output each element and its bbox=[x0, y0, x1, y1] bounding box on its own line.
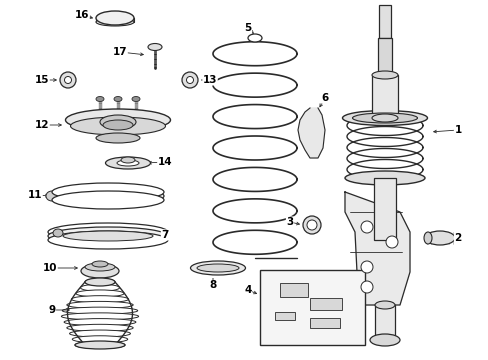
Ellipse shape bbox=[52, 191, 163, 209]
Polygon shape bbox=[90, 120, 146, 138]
Bar bbox=[378, 5, 390, 38]
Ellipse shape bbox=[103, 120, 133, 130]
Ellipse shape bbox=[342, 111, 427, 126]
Ellipse shape bbox=[61, 313, 139, 320]
Text: 4: 4 bbox=[244, 285, 251, 295]
Ellipse shape bbox=[60, 72, 76, 88]
Ellipse shape bbox=[67, 301, 133, 309]
Ellipse shape bbox=[71, 296, 128, 303]
Ellipse shape bbox=[197, 264, 239, 272]
Text: 16: 16 bbox=[75, 10, 89, 20]
Text: 6: 6 bbox=[321, 93, 328, 103]
Text: 7: 7 bbox=[161, 230, 168, 240]
Ellipse shape bbox=[96, 133, 140, 143]
Text: 1: 1 bbox=[453, 125, 461, 135]
Ellipse shape bbox=[64, 319, 136, 325]
Ellipse shape bbox=[46, 191, 58, 201]
Ellipse shape bbox=[72, 336, 127, 343]
Ellipse shape bbox=[48, 231, 168, 249]
Ellipse shape bbox=[52, 183, 163, 201]
Ellipse shape bbox=[374, 301, 394, 309]
Bar bbox=[371, 75, 397, 118]
Ellipse shape bbox=[190, 261, 245, 275]
Ellipse shape bbox=[62, 307, 138, 314]
Bar bbox=[373, 178, 395, 240]
Text: 2: 2 bbox=[453, 233, 461, 243]
Ellipse shape bbox=[369, 334, 399, 346]
Ellipse shape bbox=[64, 77, 71, 84]
Ellipse shape bbox=[53, 229, 63, 237]
Ellipse shape bbox=[85, 279, 115, 285]
Ellipse shape bbox=[48, 227, 168, 245]
Ellipse shape bbox=[303, 216, 320, 234]
Polygon shape bbox=[345, 192, 409, 305]
Ellipse shape bbox=[65, 109, 170, 131]
Ellipse shape bbox=[247, 34, 262, 42]
Ellipse shape bbox=[69, 330, 130, 337]
Text: 5: 5 bbox=[244, 23, 251, 33]
Text: 14: 14 bbox=[157, 157, 172, 167]
Ellipse shape bbox=[117, 160, 139, 166]
Ellipse shape bbox=[81, 264, 119, 278]
Ellipse shape bbox=[360, 221, 372, 233]
Ellipse shape bbox=[186, 77, 193, 84]
Ellipse shape bbox=[371, 71, 397, 79]
Ellipse shape bbox=[352, 113, 417, 123]
Ellipse shape bbox=[75, 342, 125, 348]
Ellipse shape bbox=[345, 171, 424, 185]
Ellipse shape bbox=[423, 232, 431, 244]
Bar bbox=[260, 270, 364, 345]
Ellipse shape bbox=[121, 157, 135, 163]
Text: 10: 10 bbox=[42, 263, 57, 273]
Ellipse shape bbox=[371, 114, 397, 122]
Ellipse shape bbox=[182, 72, 198, 88]
Ellipse shape bbox=[385, 236, 397, 248]
Ellipse shape bbox=[52, 187, 163, 205]
Ellipse shape bbox=[85, 263, 115, 271]
Ellipse shape bbox=[424, 231, 454, 245]
Ellipse shape bbox=[105, 157, 150, 169]
Bar bbox=[309, 298, 341, 310]
Ellipse shape bbox=[68, 190, 148, 202]
Text: 8: 8 bbox=[209, 280, 216, 290]
Ellipse shape bbox=[81, 284, 119, 291]
Ellipse shape bbox=[92, 261, 108, 267]
Ellipse shape bbox=[76, 290, 124, 297]
Ellipse shape bbox=[67, 324, 133, 331]
Text: 13: 13 bbox=[203, 75, 217, 85]
Ellipse shape bbox=[96, 11, 134, 25]
Ellipse shape bbox=[132, 96, 140, 102]
Text: 15: 15 bbox=[35, 75, 49, 85]
Bar bbox=[377, 38, 391, 75]
Ellipse shape bbox=[70, 117, 165, 135]
Ellipse shape bbox=[360, 281, 372, 293]
Bar bbox=[374, 305, 394, 340]
Ellipse shape bbox=[360, 261, 372, 273]
Ellipse shape bbox=[96, 18, 134, 26]
Text: 3: 3 bbox=[286, 217, 293, 227]
Text: 12: 12 bbox=[35, 120, 49, 130]
Text: 11: 11 bbox=[28, 190, 42, 200]
Ellipse shape bbox=[148, 44, 162, 50]
Text: 17: 17 bbox=[112, 47, 127, 57]
Bar bbox=[274, 312, 294, 320]
Ellipse shape bbox=[100, 115, 136, 129]
Ellipse shape bbox=[96, 96, 104, 102]
Ellipse shape bbox=[75, 341, 125, 349]
Ellipse shape bbox=[48, 223, 168, 241]
Text: 9: 9 bbox=[48, 305, 56, 315]
Bar bbox=[280, 283, 307, 297]
Ellipse shape bbox=[114, 96, 122, 102]
Ellipse shape bbox=[63, 231, 153, 241]
Bar bbox=[309, 318, 339, 328]
Ellipse shape bbox=[306, 220, 316, 230]
Polygon shape bbox=[297, 108, 325, 158]
Ellipse shape bbox=[85, 278, 115, 286]
